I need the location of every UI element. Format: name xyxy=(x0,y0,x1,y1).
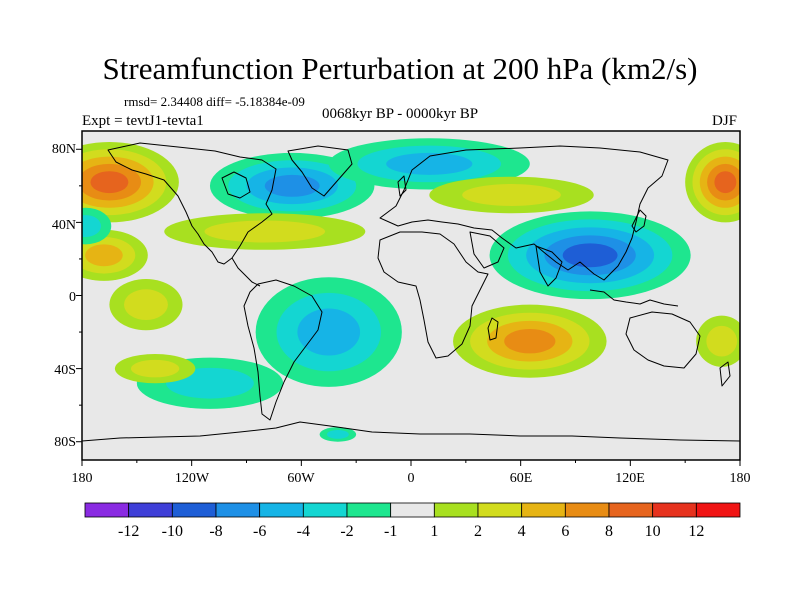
colorbar-swatch-2 xyxy=(171,502,217,518)
contour-far-east-high-4 xyxy=(714,171,737,194)
colorbar-swatch-4 xyxy=(259,502,304,518)
colorbar-label-8: 2 xyxy=(474,523,482,540)
colorbar-label-1: -10 xyxy=(162,523,183,540)
colorbar-label-4: -4 xyxy=(297,523,310,540)
colorbar-swatch-1 xyxy=(128,502,173,518)
coast-greenland xyxy=(287,145,353,197)
colorbar-label-13: 12 xyxy=(688,523,704,540)
contour-east-atlantic-low-1 xyxy=(82,215,102,238)
coast-eurasia xyxy=(379,145,669,281)
coast-arabia xyxy=(469,231,505,269)
contour-midlat-band-1 xyxy=(204,220,326,243)
period-label: 0068kyr BP - 0000kyr BP xyxy=(322,106,479,122)
map-area xyxy=(81,130,741,461)
coast-new-zealand xyxy=(719,361,731,387)
season-label: DJF xyxy=(712,113,738,129)
lon-label-120w: 120W xyxy=(175,471,210,486)
colorbar-swatch-12 xyxy=(608,502,654,518)
coast-africa xyxy=(377,231,489,359)
lon-label-120e: 120E xyxy=(615,471,645,486)
colorbar-swatch-8 xyxy=(433,502,479,518)
coast-india xyxy=(535,245,563,287)
contour-east-pacific-high-1 xyxy=(124,289,168,320)
lon-label-180w: 180 xyxy=(72,471,93,486)
colorbar-swatch-6 xyxy=(346,502,392,518)
contour-south-pacific-high-1 xyxy=(130,359,180,378)
contour-north-pacific-high-4 xyxy=(90,171,129,194)
colorbar-swatch-10 xyxy=(521,502,566,518)
colorbar-swatch-11 xyxy=(564,502,610,518)
stats-line: rmsd= 2.34408 diff= -5.18384e-09 xyxy=(124,94,305,109)
colorbar-swatch-0 xyxy=(84,502,130,518)
lon-axis-labels: 180 120W 60W 0 60E 120E 180 xyxy=(72,471,751,486)
contour-eurasian-low-2 xyxy=(386,152,473,175)
contour-antarctic-low-1 xyxy=(326,430,349,439)
lat-label-80n: 80N xyxy=(52,142,76,157)
coast-indonesia xyxy=(589,289,679,307)
colorbar: -12 -10 -8 -6 -4 -2 -1 1 2 4 6 8 10 12 xyxy=(84,502,741,540)
coastline-layer xyxy=(82,142,740,442)
experiment-label: Expt = tevtJ1-tevta1 xyxy=(82,113,204,129)
colorbar-label-10: 6 xyxy=(561,523,569,540)
contour-siberian-band-1 xyxy=(462,184,561,206)
coast-japan xyxy=(631,209,647,233)
colorbar-label-9: 4 xyxy=(518,523,526,540)
colorbar-swatch-7 xyxy=(390,502,435,518)
colorbar-label-2: -8 xyxy=(209,523,222,540)
lat-label-40s: 40S xyxy=(54,363,76,378)
colorbar-swatch-5 xyxy=(302,502,348,518)
contour-south-american-low-2 xyxy=(297,308,361,356)
contour-aus-high-1 xyxy=(706,325,738,357)
lat-axis-labels: 80N 40N 0 40S 80S xyxy=(52,142,76,450)
lat-label-40n: 40N xyxy=(52,218,76,233)
colorbar-label-5: -2 xyxy=(340,523,353,540)
colorbar-label-11: 8 xyxy=(605,523,613,540)
contour-fill-layer xyxy=(82,138,740,442)
contour-north-atlantic-low-3 xyxy=(264,174,320,197)
contour-south-asian-low-4 xyxy=(562,243,618,268)
colorbar-label-6: -1 xyxy=(384,523,397,540)
colorbar-swatch-13 xyxy=(652,502,697,518)
colorbar-label-0: -12 xyxy=(118,523,139,540)
coast-hudson-bay xyxy=(221,171,251,199)
contour-subtropical-pacific-high-2 xyxy=(85,244,123,267)
colorbar-label-7: 1 xyxy=(430,523,438,540)
lat-label-0: 0 xyxy=(69,290,76,305)
coast-south-america xyxy=(243,279,323,421)
lat-label-80s: 80S xyxy=(54,435,76,450)
lon-label-60e: 60E xyxy=(510,471,533,486)
colorbar-swatch-9 xyxy=(477,502,523,518)
contour-south-african-high-3 xyxy=(504,329,556,354)
coast-madagascar xyxy=(487,317,499,341)
coast-central-america xyxy=(231,257,261,287)
axis-ticks xyxy=(76,148,741,466)
colorbar-label-3: -6 xyxy=(253,523,266,540)
colorbar-label-12: 10 xyxy=(645,523,661,540)
coast-australia xyxy=(625,311,701,369)
coast-antarctica xyxy=(82,421,740,442)
coast-britain xyxy=(397,175,407,197)
colorbar-swatch-14 xyxy=(695,502,741,518)
map-title: Streamfunction Perturbation at 200 hPa (… xyxy=(102,51,698,86)
lon-label-60w: 60W xyxy=(287,471,315,486)
colorbar-swatch-3 xyxy=(215,502,261,518)
lon-label-0: 0 xyxy=(408,471,415,486)
lon-label-180e: 180 xyxy=(730,471,751,486)
